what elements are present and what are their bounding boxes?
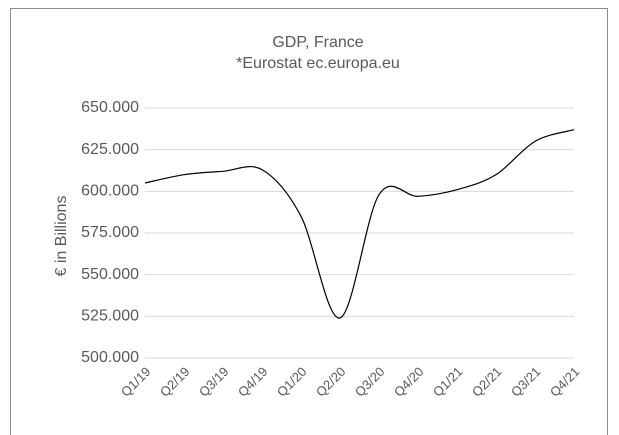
y-axis-title: € in Billions xyxy=(53,196,70,277)
y-tick-label: 650.000 xyxy=(81,99,139,116)
chart-subtitle: *Eurostat ec.europa.eu xyxy=(236,55,400,72)
y-tick-label: 625.000 xyxy=(81,141,139,158)
chart-border xyxy=(10,8,608,435)
chart-title: GDP, France xyxy=(272,34,363,51)
y-tick-label: 525.000 xyxy=(81,308,139,325)
line xyxy=(144,129,575,319)
y-tick-label: 600.000 xyxy=(81,183,139,200)
y-tick-label: 550.000 xyxy=(81,266,139,283)
y-tick-label: 575.000 xyxy=(81,224,139,241)
y-tick-label: 500.000 xyxy=(81,349,139,366)
